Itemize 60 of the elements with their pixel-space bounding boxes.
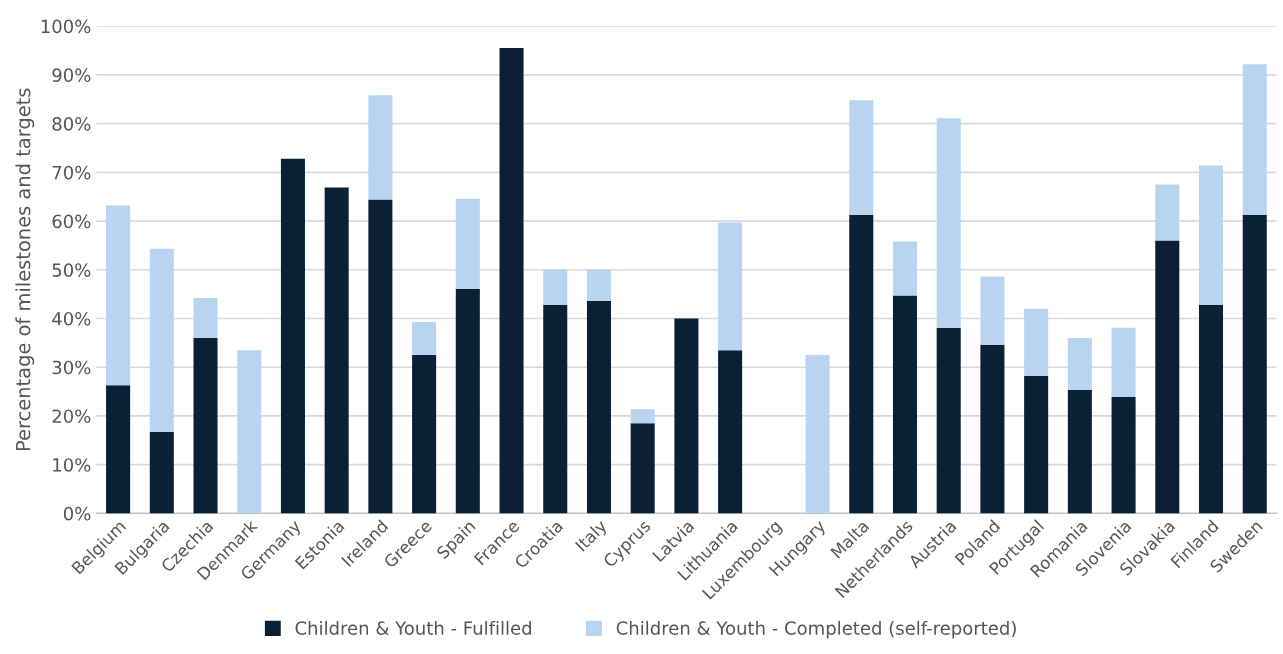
bar — [455, 288, 480, 514]
bar — [543, 269, 568, 305]
bar — [280, 158, 305, 514]
bar — [237, 350, 262, 514]
bar — [1024, 308, 1049, 376]
bar — [368, 199, 393, 514]
y-tick-label: 40% — [52, 311, 91, 326]
bar — [193, 337, 218, 514]
bar — [499, 48, 524, 514]
bar — [718, 222, 743, 351]
y-tick-label: 100% — [41, 19, 91, 34]
bar — [1067, 390, 1092, 514]
bar — [412, 355, 437, 514]
bar — [630, 423, 655, 514]
y-tick-label: 90% — [52, 68, 91, 82]
bar — [106, 205, 131, 386]
bar — [630, 409, 655, 424]
bar — [106, 385, 131, 514]
y-tick-label: 0% — [63, 506, 91, 521]
bar — [805, 355, 830, 514]
bar — [849, 214, 874, 514]
bar — [980, 276, 1005, 345]
bar — [936, 327, 961, 514]
bar — [455, 198, 480, 289]
bar — [586, 300, 611, 514]
bar — [849, 100, 874, 215]
bar — [1067, 337, 1092, 391]
bar — [718, 350, 743, 514]
legend-label: Children & Youth - Fulfilled — [295, 620, 531, 635]
bar — [412, 321, 437, 356]
y-axis-title: Percentage of milestones and targets — [15, 88, 35, 451]
bar — [543, 304, 568, 514]
y-tick-label: 30% — [52, 360, 91, 375]
bar — [1198, 304, 1224, 514]
bar — [980, 344, 1005, 514]
y-tick-label: 50% — [52, 263, 91, 277]
y-tick-label: 20% — [52, 409, 91, 424]
y-tick-label: 60% — [52, 214, 91, 229]
bar — [324, 187, 349, 514]
bar — [936, 118, 961, 328]
bar — [1242, 214, 1267, 514]
legend-label: Children & Youth - Completed (self-reported) — [616, 620, 1016, 639]
bar — [149, 248, 174, 433]
bar — [674, 318, 699, 514]
bar — [193, 298, 218, 338]
bar — [1242, 64, 1267, 215]
bar — [368, 95, 393, 200]
bar — [1198, 165, 1224, 305]
y-tick-label: 10% — [53, 458, 91, 472]
bar — [892, 241, 918, 296]
bar — [149, 432, 174, 514]
bar — [892, 295, 918, 514]
bar — [1024, 375, 1049, 514]
bar — [1111, 396, 1136, 514]
bar — [1155, 240, 1180, 514]
bar — [1111, 327, 1136, 397]
bar — [586, 269, 611, 301]
bar — [1155, 184, 1180, 241]
y-tick-label: 80% — [52, 117, 91, 131]
y-tick-label: 70% — [52, 165, 91, 180]
